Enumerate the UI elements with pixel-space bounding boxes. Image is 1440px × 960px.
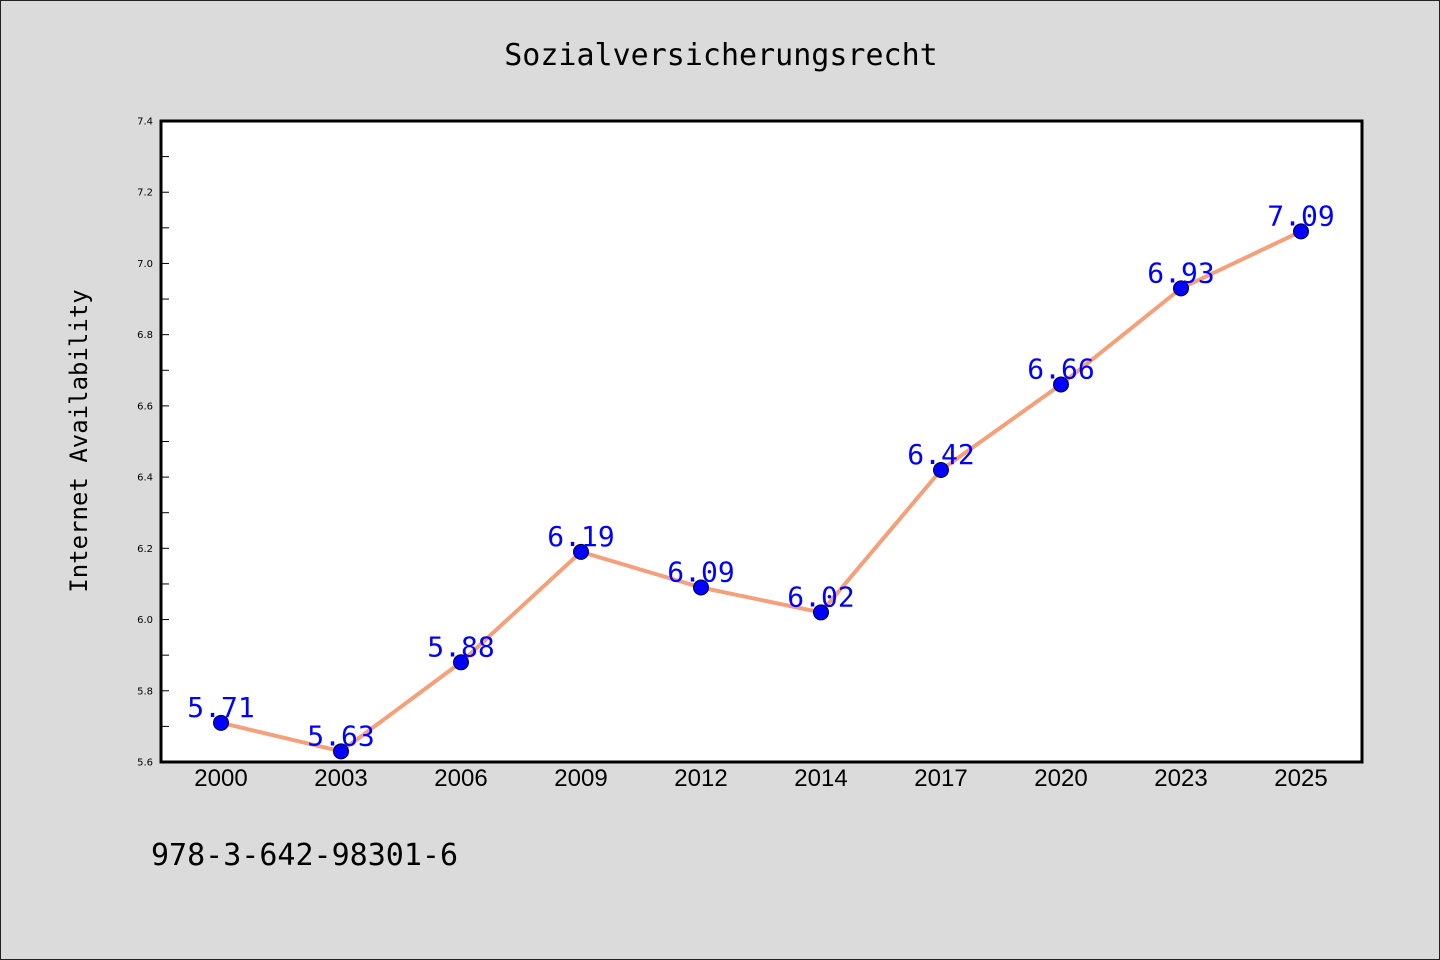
y-axis-ticks: 5.6 5.8 6.0 6.2 6.4 6.6 6.8 7.0 7.2 7.4 [137, 117, 169, 769]
y-tick-label: 7.2 [137, 188, 153, 199]
data-label: 6.09 [667, 556, 734, 589]
x-tick-label: 2014 [794, 765, 847, 792]
y-tick-label: 6.8 [137, 330, 153, 341]
data-point [813, 604, 829, 621]
y-tick-label: 5.6 [137, 758, 153, 769]
y-tick-label: 7.0 [137, 259, 153, 270]
x-tick-label: 2009 [554, 765, 607, 792]
y-tick-label: 6.4 [137, 473, 153, 484]
data-point [1293, 223, 1309, 240]
data-label: 6.19 [547, 520, 614, 553]
data-point [213, 714, 229, 731]
data-label: 5.71 [187, 691, 254, 724]
x-tick-label: 2003 [314, 765, 367, 792]
data-point [693, 579, 709, 596]
x-tick-label: 2012 [674, 765, 727, 792]
y-tick-label: 7.4 [137, 117, 153, 128]
data-label: 6.02 [787, 580, 854, 613]
x-axis-ticks: 2000 2003 2006 2009 2012 2014 2017 2020 2023 2025 [194, 765, 1327, 792]
data-point [933, 461, 949, 478]
data-label: 5.88 [427, 630, 494, 663]
x-tick-label: 2025 [1274, 765, 1327, 792]
data-labels: 5.71 5.63 5.88 6.19 6.09 6.02 6.42 6.66 6.93 7.09 [187, 199, 1334, 752]
y-tick-label: 6.2 [137, 544, 153, 555]
data-point [573, 543, 589, 560]
plot-area [159, 119, 1364, 764]
data-label: 6.93 [1147, 256, 1214, 289]
isbn-annotation: 978-3-642-98301-6 [151, 838, 458, 873]
x-tick-label: 2023 [1154, 765, 1207, 792]
data-label: 7.09 [1267, 199, 1334, 232]
y-tick-label: 6.0 [137, 615, 153, 626]
y-axis-label: Internet Availability [65, 289, 93, 592]
data-point [1173, 280, 1189, 297]
x-tick-label: 2020 [1034, 765, 1087, 792]
data-series [213, 223, 1309, 760]
y-tick-label: 5.8 [137, 686, 153, 697]
data-label: 6.42 [907, 438, 974, 471]
data-point [333, 743, 349, 760]
data-point [1053, 376, 1069, 393]
series-line [219, 229, 1303, 754]
y-tick-label: 6.6 [137, 401, 153, 412]
x-tick-label: 2000 [194, 765, 247, 792]
x-tick-label: 2017 [914, 765, 967, 792]
chart-title: Sozialversicherungsrecht [504, 38, 937, 73]
data-label: 5.63 [307, 719, 374, 752]
data-label: 6.66 [1027, 353, 1094, 386]
x-tick-label: 2006 [434, 765, 487, 792]
data-point [453, 654, 469, 671]
